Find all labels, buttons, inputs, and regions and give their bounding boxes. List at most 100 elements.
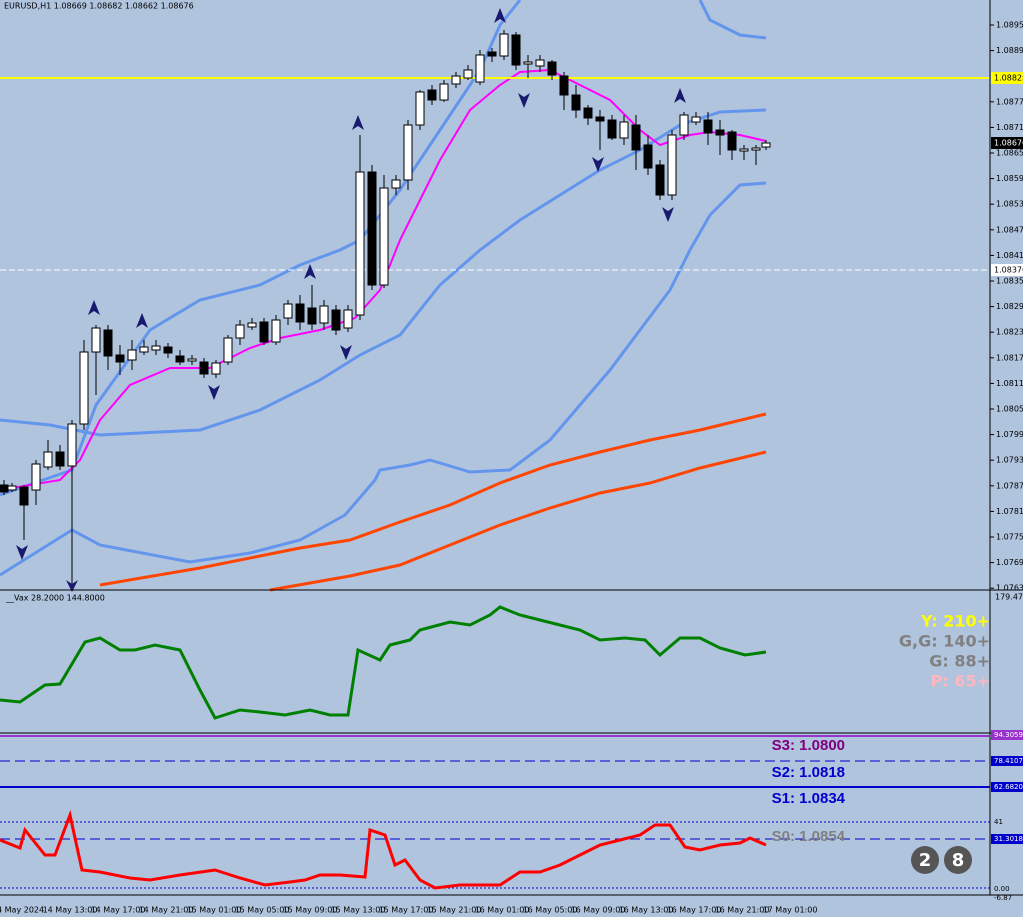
candle-body bbox=[295, 303, 305, 323]
candle-body bbox=[79, 351, 89, 425]
time-label: 15 May 05:00 bbox=[235, 906, 290, 915]
candle-body bbox=[43, 451, 53, 468]
badge-label[interactable]: 2 bbox=[919, 850, 932, 871]
price-marker: 1.08676 bbox=[994, 139, 1023, 148]
price-marker: 1.08825 bbox=[994, 74, 1023, 83]
price-label: 1.08235 bbox=[996, 328, 1023, 337]
time-label: 14 May 13:00 bbox=[43, 906, 98, 915]
signal-label: G: 88+ bbox=[929, 652, 990, 671]
price-label: 1.07755 bbox=[996, 533, 1023, 542]
candle-body bbox=[139, 346, 149, 353]
candle-body bbox=[19, 486, 29, 506]
candle-body bbox=[91, 327, 101, 353]
level-axis-label: 41 bbox=[994, 818, 1003, 826]
signal-label: Y: 210+ bbox=[920, 612, 990, 631]
candle-body bbox=[391, 179, 401, 189]
candle-body bbox=[223, 337, 233, 363]
candle-body bbox=[415, 91, 425, 126]
candle-body bbox=[211, 362, 221, 375]
candles bbox=[0, 30, 771, 590]
candle-body bbox=[235, 324, 245, 339]
candle-body bbox=[343, 309, 353, 329]
time-label: 16 May 01:00 bbox=[475, 906, 530, 915]
candle-body bbox=[631, 124, 641, 151]
candle-body bbox=[379, 187, 389, 286]
price-label: 1.08475 bbox=[996, 225, 1023, 234]
axis-box bbox=[991, 756, 1023, 766]
time-label: 14 May 2024 bbox=[0, 906, 44, 915]
candle-body bbox=[571, 94, 581, 111]
badge[interactable] bbox=[911, 846, 939, 874]
candle-body bbox=[583, 107, 593, 119]
candle-body bbox=[655, 164, 665, 196]
candle-body bbox=[463, 69, 473, 79]
candle-body bbox=[271, 319, 281, 343]
candle-body bbox=[307, 307, 317, 325]
chart-header: EURUSD,H1 1.08669 1.08682 1.08662 1.0867… bbox=[4, 2, 194, 11]
candle-body bbox=[175, 355, 185, 363]
level-label: S1: 1.0834 bbox=[772, 790, 846, 807]
upper-band-2 bbox=[698, 0, 767, 40]
level-axis-label: 31.3018 bbox=[994, 835, 1023, 843]
axis-box bbox=[991, 834, 1023, 844]
candle-body bbox=[355, 171, 365, 316]
time-label: 16 May 21:00 bbox=[715, 906, 770, 915]
candle-body bbox=[247, 322, 257, 328]
indicator-axis: 179.47 bbox=[995, 593, 1023, 602]
axis-box bbox=[991, 730, 1023, 740]
candle-body bbox=[319, 305, 329, 324]
signal-label: G,G: 140+ bbox=[899, 632, 990, 651]
level-axis-label: 0.00 bbox=[994, 885, 1010, 893]
price-label: 1.07875 bbox=[996, 481, 1023, 490]
candle-body bbox=[67, 423, 77, 467]
time-label: 15 May 01:00 bbox=[187, 906, 242, 915]
candle-body bbox=[475, 54, 485, 83]
time-label: 17 May 01:00 bbox=[763, 906, 818, 915]
price-label: 1.08115 bbox=[996, 379, 1023, 388]
price-label: 1.08895 bbox=[996, 46, 1023, 55]
candle-body bbox=[619, 121, 629, 139]
candle-body bbox=[151, 345, 161, 351]
candle-body bbox=[715, 129, 725, 136]
candle-body bbox=[751, 147, 761, 151]
candle-body bbox=[163, 346, 173, 354]
level-axis-label: -6.87 bbox=[994, 894, 1012, 902]
price-label: 1.07635 bbox=[996, 584, 1023, 593]
price-label: 1.07815 bbox=[996, 507, 1023, 516]
indicator-title: __Vax 28.2000 144.8000 bbox=[5, 594, 105, 603]
level-label: S0: 1.0854 bbox=[772, 828, 846, 845]
candle-body bbox=[55, 451, 65, 467]
price-label: 1.08775 bbox=[996, 97, 1023, 106]
candle-body bbox=[607, 119, 617, 139]
magenta-ma bbox=[0, 68, 767, 491]
time-label: 16 May 17:00 bbox=[667, 906, 722, 915]
time-label: 15 May 09:00 bbox=[283, 906, 338, 915]
badge[interactable] bbox=[944, 846, 972, 874]
signal-label: P: 65+ bbox=[931, 672, 990, 691]
candle-body bbox=[103, 329, 113, 357]
candle-body bbox=[0, 484, 9, 493]
time-label: 15 May 17:00 bbox=[379, 906, 434, 915]
candle-body bbox=[559, 75, 569, 96]
candle-body bbox=[535, 59, 545, 67]
candle-body bbox=[427, 89, 437, 101]
orange-ma-1 bbox=[99, 412, 767, 587]
candle-body bbox=[499, 33, 509, 57]
candle-body bbox=[523, 61, 533, 65]
candle-body bbox=[7, 485, 17, 491]
price-label: 1.07995 bbox=[996, 430, 1023, 439]
candle-body bbox=[259, 321, 269, 343]
level-label: S3: 1.0800 bbox=[772, 737, 845, 754]
candle-body bbox=[595, 116, 605, 122]
time-label: 14 May 21:00 bbox=[139, 906, 194, 915]
price-marker-box bbox=[991, 264, 1023, 276]
candle-body bbox=[691, 116, 701, 123]
price-label: 1.08055 bbox=[996, 405, 1023, 414]
candle-body bbox=[667, 134, 677, 196]
badge-label[interactable]: 8 bbox=[952, 850, 965, 871]
red-line bbox=[0, 809, 767, 890]
candle-body bbox=[547, 61, 557, 76]
time-label: 16 May 13:00 bbox=[619, 906, 674, 915]
